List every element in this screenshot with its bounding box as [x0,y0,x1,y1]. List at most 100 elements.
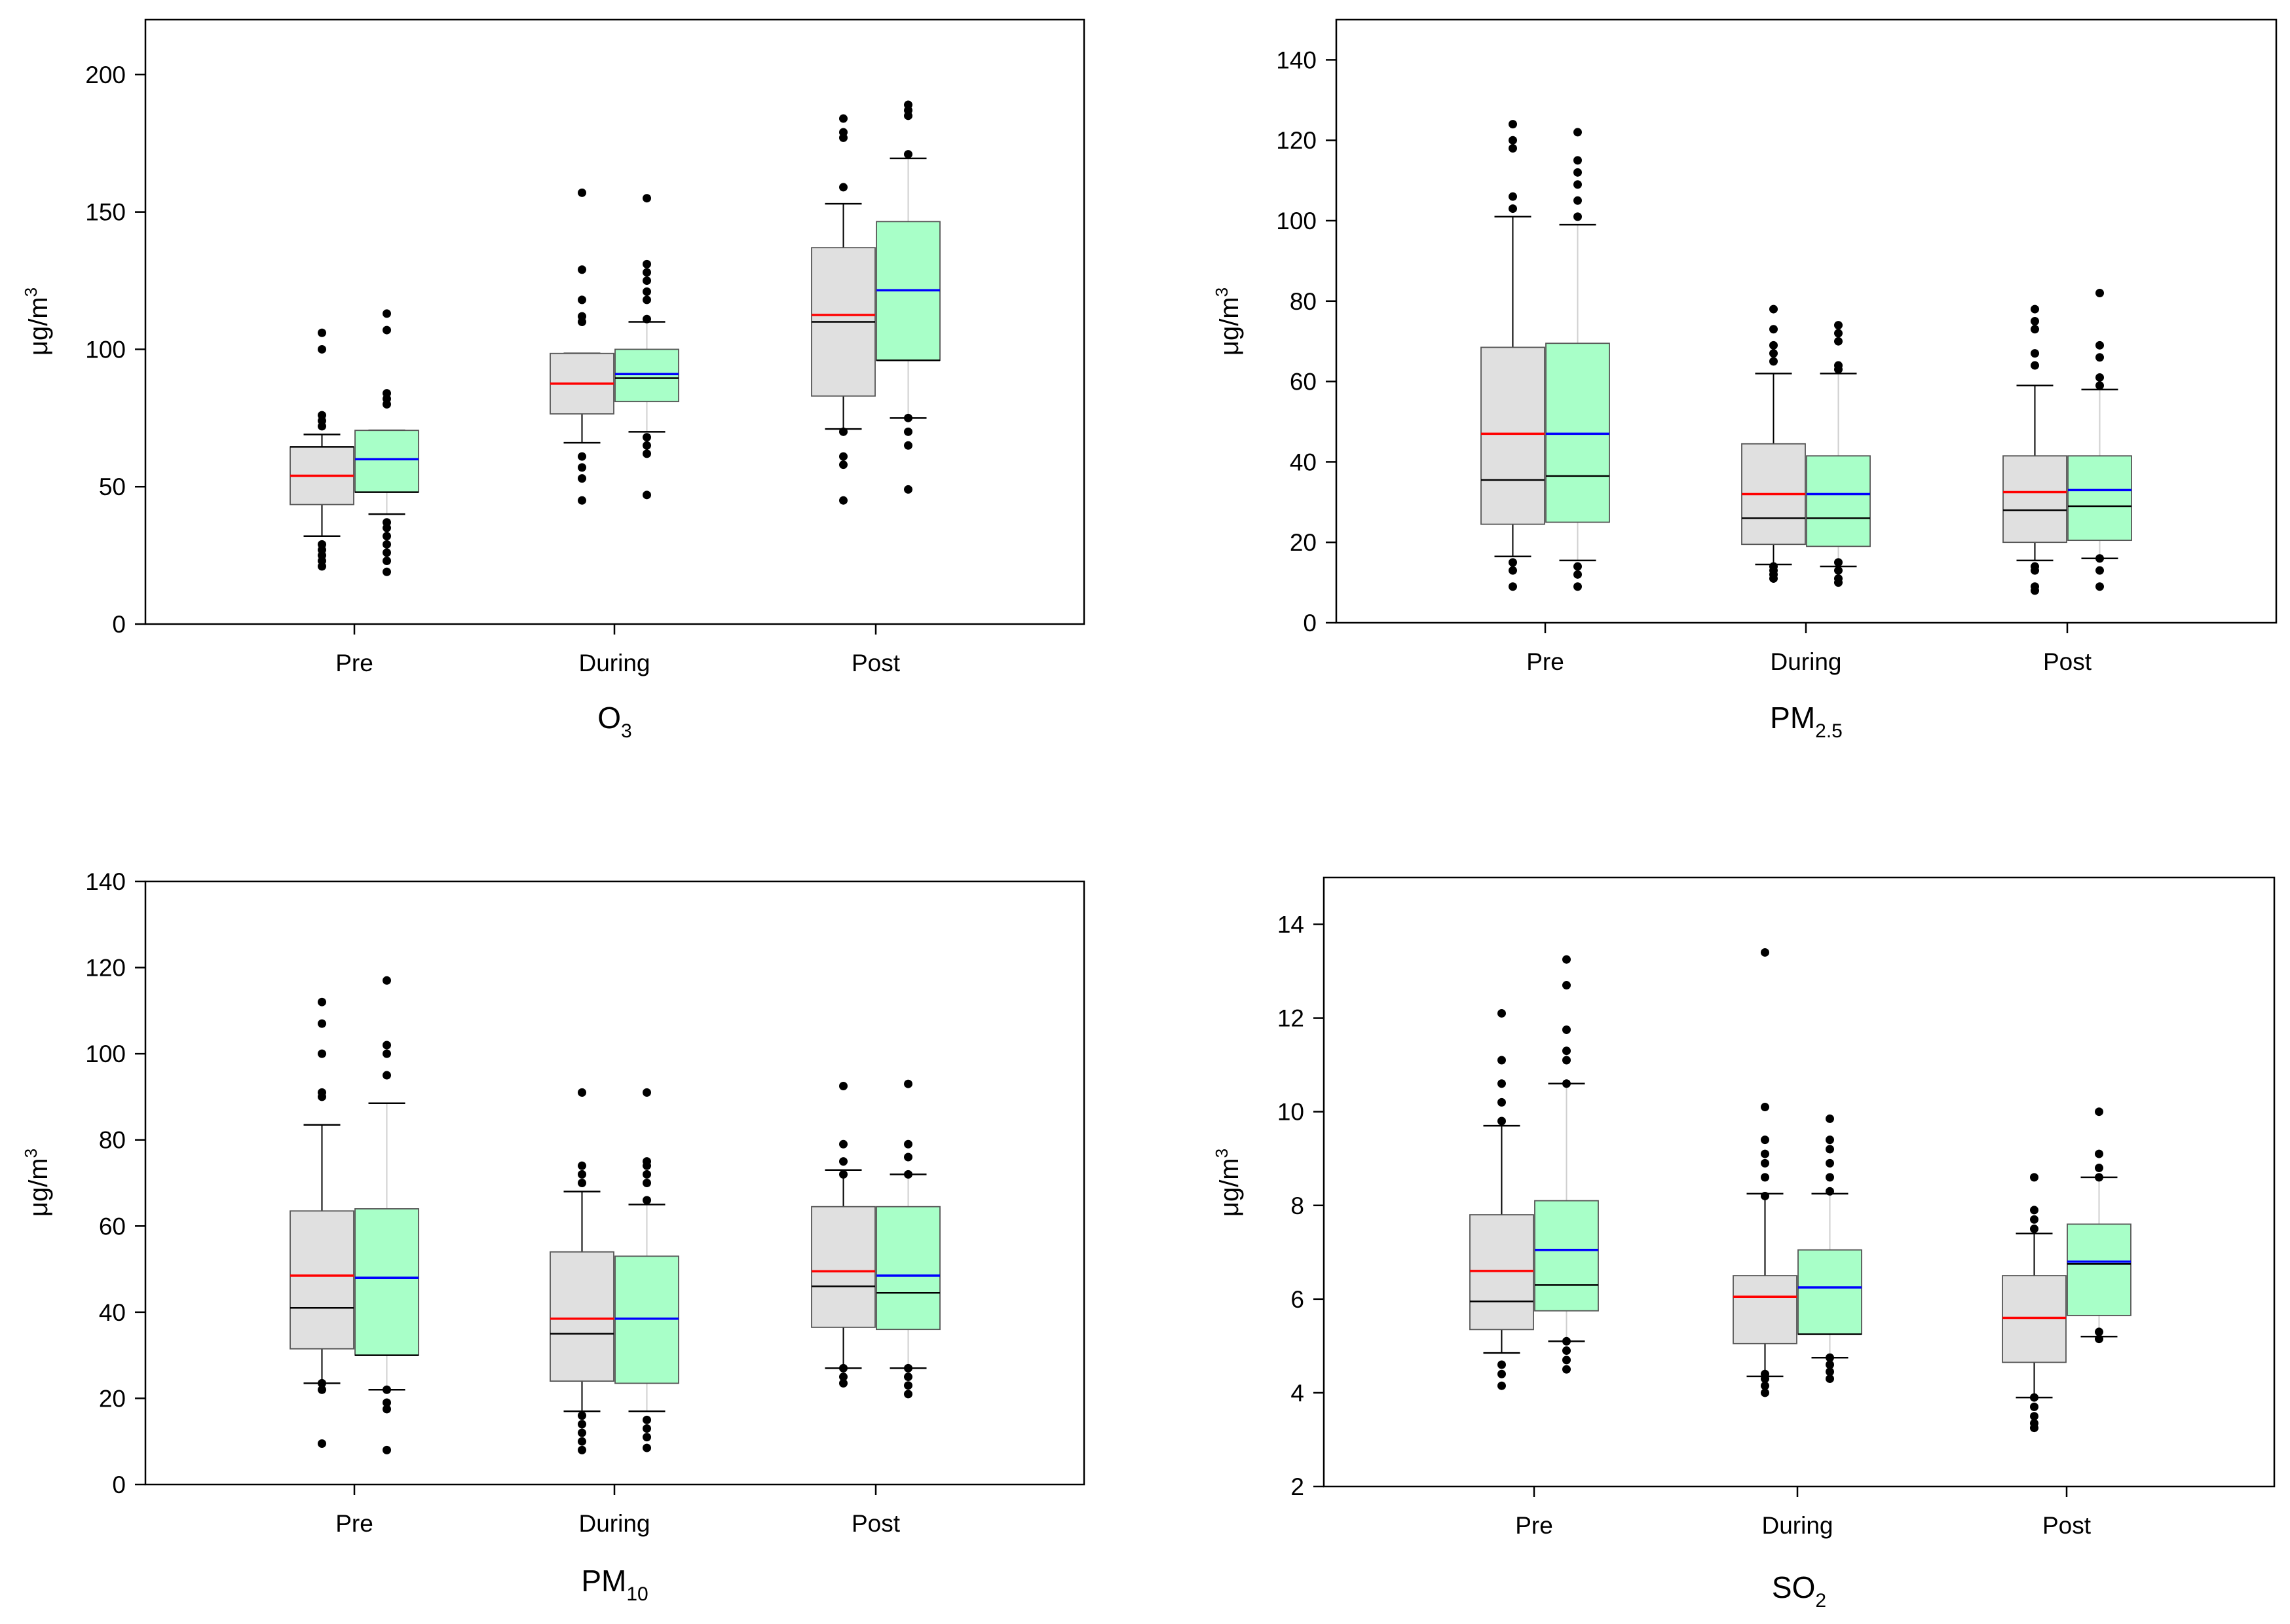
outlier-point [2030,1412,2038,1421]
outlier-point [1497,1381,1506,1390]
box-iqr [1797,1249,1862,1335]
outlier-point [383,1049,391,1058]
outlier-point [904,1390,912,1399]
y-axis-ticks: 0 20 40 60 80 100 120 140 [1276,46,1336,637]
x-tick-label: Pre [1526,648,1564,675]
box-group1-pre [290,328,354,571]
outlier-point [2095,373,2104,382]
outlier-point [1509,192,1517,201]
outlier-point [318,1439,326,1449]
box-plots [1469,948,2131,1433]
box-group2-pre [354,309,419,576]
box-iqr [1480,346,1545,525]
outlier-point [318,1088,326,1097]
x-tick-label: Post [2043,648,2092,675]
outlier-point [2031,562,2039,571]
outlier-point [839,1170,848,1179]
outlier-point [1826,1173,1834,1182]
outlier-point [839,128,848,137]
outlier-point [904,413,912,422]
outlier-point [1769,349,1778,358]
panel-o3: 0 50 100 150 200 Pre During Post μg/m3 O3 [21,18,1085,742]
outlier-point [2095,1164,2103,1173]
outlier-point [839,1139,848,1149]
outlier-point [578,452,586,461]
outlier-point [2095,1107,2103,1116]
outlier-point [578,496,586,505]
y-tick-label: 14 [1277,912,1304,938]
outlier-point [383,976,391,985]
outlier-point [2030,1173,2038,1182]
outlier-point [1834,321,1843,330]
outlier-point [1769,304,1778,314]
outlier-point [643,259,651,268]
outlier-point [643,433,651,442]
box-group1-during [550,188,614,505]
outlier-point [839,1378,848,1388]
x-axis-ticks: Pre During Post [335,624,901,676]
box-group2-during [614,194,679,500]
outlier-point [839,1081,848,1090]
outlier-point [904,441,912,450]
outlier-point [1573,168,1582,177]
outlier-point [643,194,651,203]
outlier-point [1509,582,1517,591]
outlier-point [904,485,912,494]
outlier-point [1834,337,1843,346]
y-axis-label: μg/m3 [21,1149,53,1217]
y-axis-ticks: 0 20 40 60 80 100 120 140 [85,868,145,1498]
outlier-point [1562,1356,1571,1365]
outlier-point [578,463,586,472]
outlier-point [1826,1374,1834,1383]
box-iqr [876,1206,941,1331]
box-iqr [2002,455,2067,544]
outlier-point [578,312,586,321]
box-group2-during [1797,1114,1862,1383]
outlier-point [1497,1360,1506,1369]
outlier-point [383,309,391,318]
y-tick-label: 8 [1290,1192,1304,1219]
outlier-point [904,1079,912,1088]
outlier-point [318,328,326,337]
outlier-point [1509,120,1517,129]
outlier-point [2030,1206,2038,1215]
outlier-point [839,1363,848,1373]
box-group1-during [1741,304,1806,583]
panel-pm10: 0 20 40 60 80 100 120 140 Pre During Post μg/m3 P… [21,868,1085,1605]
outlier-point [383,1041,391,1050]
outlier-point [318,1049,326,1058]
box-group1-pre [290,997,354,1449]
x-tick-label: Post [2042,1512,2092,1539]
plot-frame [1323,876,2276,1488]
y-tick-label: 20 [99,1385,126,1412]
y-tick-label: 50 [99,473,126,500]
outlier-point [1761,1369,1769,1378]
outlier-point [1834,566,1843,575]
outlier-point [2031,361,2039,370]
outlier-point [1562,981,1571,990]
outlier-point [643,1157,651,1166]
outlier-point [904,1363,912,1373]
box-iqr [1806,455,1871,547]
y-tick-label: 100 [85,1041,126,1067]
box-group1-pre [1469,1008,1534,1390]
outlier-point [2095,341,2104,350]
outlier-point [1562,1046,1571,1056]
outlier-point [2095,554,2104,563]
box-group2-pre [1534,955,1599,1374]
x-tick-label: During [1762,1512,1833,1539]
y-tick-label: 40 [1290,449,1317,475]
box-group2-pre [1545,128,1610,591]
x-axis-ticks: Pre During Post [1515,1486,2092,1539]
x-tick-label: Pre [335,1510,373,1537]
outlier-point [643,1179,651,1187]
outlier-point [1834,558,1843,567]
outlier-point [2030,1393,2038,1402]
outlier-point [904,1381,912,1390]
outlier-point [1834,329,1843,338]
box-group2-during [614,1088,679,1452]
outlier-point [839,452,848,461]
outlier-point [1573,562,1582,571]
box-group1-pre [1480,120,1545,591]
x-axis-ticks: Pre During Post [335,1485,901,1537]
